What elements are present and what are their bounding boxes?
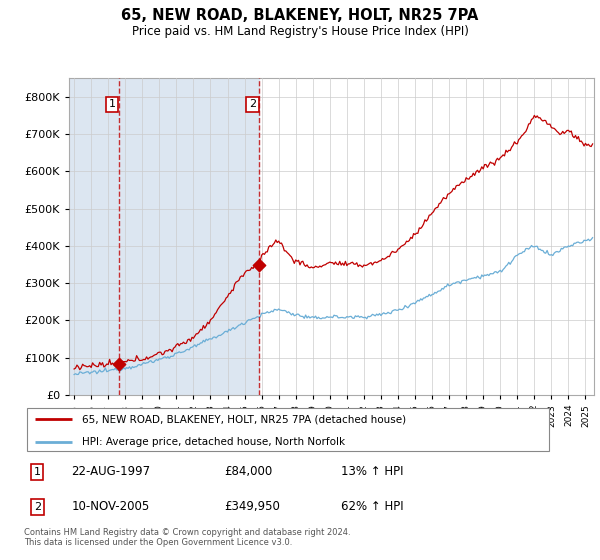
Text: 22-AUG-1997: 22-AUG-1997 xyxy=(71,465,151,478)
Bar xyxy=(69,78,259,395)
Text: HPI: Average price, detached house, North Norfolk: HPI: Average price, detached house, Nort… xyxy=(82,437,345,447)
Text: Contains HM Land Registry data © Crown copyright and database right 2024.
This d: Contains HM Land Registry data © Crown c… xyxy=(24,528,350,547)
Text: 13% ↑ HPI: 13% ↑ HPI xyxy=(341,465,403,478)
Point xyxy=(114,359,124,368)
Text: 2: 2 xyxy=(34,502,41,512)
Text: Price paid vs. HM Land Registry's House Price Index (HPI): Price paid vs. HM Land Registry's House … xyxy=(131,25,469,38)
FancyBboxPatch shape xyxy=(26,408,550,451)
Text: 65, NEW ROAD, BLAKENEY, HOLT, NR25 7PA: 65, NEW ROAD, BLAKENEY, HOLT, NR25 7PA xyxy=(121,8,479,24)
Text: 65, NEW ROAD, BLAKENEY, HOLT, NR25 7PA (detached house): 65, NEW ROAD, BLAKENEY, HOLT, NR25 7PA (… xyxy=(82,414,406,424)
Text: 2: 2 xyxy=(249,100,256,109)
Point xyxy=(254,260,264,269)
Text: 10-NOV-2005: 10-NOV-2005 xyxy=(71,500,150,514)
Text: 1: 1 xyxy=(34,467,41,477)
Text: £349,950: £349,950 xyxy=(224,500,281,514)
Text: 62% ↑ HPI: 62% ↑ HPI xyxy=(341,500,403,514)
Text: £84,000: £84,000 xyxy=(224,465,273,478)
Text: 1: 1 xyxy=(109,100,115,109)
